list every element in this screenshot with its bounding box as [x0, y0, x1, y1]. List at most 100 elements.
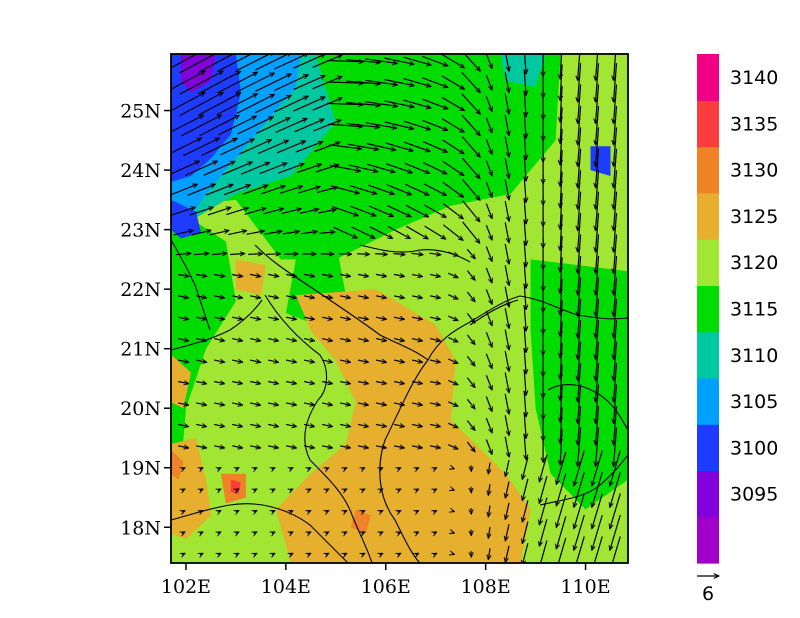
wind-vector: [614, 84, 618, 124]
wind-vector: [267, 446, 279, 448]
wind-vector: [466, 313, 475, 323]
wind-vector: [327, 123, 363, 126]
wind-vector: [290, 552, 293, 555]
wind-vector: [333, 226, 357, 239]
wind-vector: [250, 382, 261, 384]
wind-vector: [452, 532, 454, 533]
wind-vector: [405, 204, 429, 217]
wind-vector: [504, 222, 509, 242]
wind-vector: [187, 184, 216, 196]
wind-vector: [560, 64, 562, 101]
wind-vector: [574, 493, 585, 529]
wind-vector: [461, 93, 481, 114]
wind-vector: [214, 339, 225, 341]
wind-vector: [485, 396, 492, 412]
wind-vector: [344, 531, 347, 534]
wind-vector: [504, 393, 509, 414]
wind-vector: [504, 436, 509, 457]
map-plot-area: [170, 53, 629, 564]
wind-vector: [240, 162, 270, 175]
wind-vector: [485, 289, 492, 304]
wind-vector: [422, 98, 448, 109]
wind-vector: [393, 403, 405, 405]
region-3105-10: [590, 146, 611, 176]
wind-vector: [485, 353, 492, 369]
wind-vector: [485, 54, 492, 69]
region-3135-16: [350, 509, 371, 534]
wind-vector: [434, 488, 437, 491]
wind-vector: [461, 157, 480, 179]
wind-vector: [178, 339, 189, 341]
wind-vector: [207, 207, 231, 216]
wind-vector: [429, 339, 441, 341]
wind-vector: [236, 552, 239, 555]
wind-vector: [416, 467, 419, 470]
wind-vector: [403, 120, 431, 130]
wind-vector: [339, 274, 351, 276]
wind-vector: [380, 509, 383, 513]
wind-vector: [614, 54, 617, 81]
wind-vector: [614, 255, 618, 295]
wind-vector: [232, 403, 243, 405]
wind-vector: [578, 148, 582, 188]
wind-vector: [398, 509, 401, 513]
wind-vector: [232, 317, 243, 319]
wind-vector: [255, 73, 291, 92]
wind-vector: [504, 93, 509, 114]
wind-vector: [196, 403, 207, 405]
wind-vector: [346, 102, 380, 106]
region-3135-17: [171, 449, 184, 480]
wind-vector: [596, 191, 600, 231]
wind-vector: [347, 143, 379, 149]
wind-vector: [303, 317, 315, 319]
wind-vector: [434, 467, 437, 470]
wind-vector: [614, 170, 618, 209]
wind-vector: [411, 360, 423, 362]
wind-vector: [321, 274, 333, 276]
wind-vector: [539, 476, 548, 503]
wind-vector: [326, 552, 329, 555]
wind-vector: [560, 128, 562, 165]
wind-vector: [236, 94, 274, 115]
wind-vector: [250, 360, 261, 362]
wind-vector: [424, 204, 446, 217]
border-line-5: [171, 299, 263, 351]
wind-vector: [218, 509, 221, 513]
wind-vector: [411, 382, 423, 384]
wind-vector: [357, 317, 369, 319]
x-tick-label: 106E: [361, 576, 411, 598]
wind-vector: [362, 467, 365, 470]
wind-vector: [560, 278, 562, 315]
wind-vector: [429, 274, 441, 276]
wind-vector: [375, 446, 387, 448]
wind-vector: [462, 200, 480, 222]
wind-vector: [596, 234, 600, 274]
wind-vector: [593, 536, 603, 563]
wind-vector: [539, 540, 548, 563]
wind-vector: [504, 372, 509, 393]
wind-vector: [357, 274, 369, 276]
wind-vector: [578, 427, 582, 466]
wind-vector: [179, 71, 224, 95]
wind-vector: [179, 54, 217, 74]
wind-vector: [466, 441, 475, 452]
wind-vector: [327, 82, 363, 83]
wind-vector: [196, 339, 207, 341]
wind-vector: [362, 531, 365, 534]
wind-vector: [448, 294, 458, 300]
wind-vector: [171, 71, 206, 90]
wind-vector: [614, 213, 618, 252]
wind-vector: [452, 468, 454, 469]
wind-vector: [195, 275, 207, 277]
wind-vector: [267, 274, 279, 276]
wind-vector: [578, 191, 582, 231]
wind-vector: [504, 157, 509, 178]
wind-vector: [365, 58, 397, 64]
wind-vector: [485, 331, 492, 347]
wind-vector: [560, 364, 562, 401]
wind-vector: [239, 139, 271, 155]
wind-vector: [272, 467, 275, 470]
wind-vector: [196, 424, 207, 426]
wind-vector: [197, 71, 241, 95]
